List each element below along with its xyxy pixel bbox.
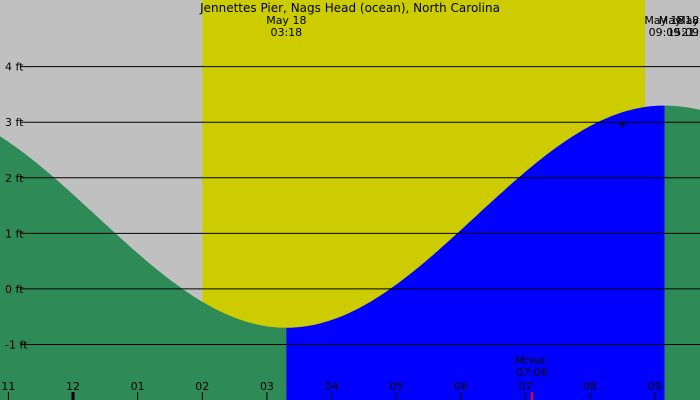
extreme-time-label: 03:18 [270, 26, 302, 39]
y-tick-label: 0 ft [5, 283, 24, 296]
moonrise-label: Mrise: [515, 354, 548, 367]
current-time-marker [618, 120, 627, 129]
extreme-date-label: May 18 [644, 14, 684, 27]
x-tick-label: 03 [260, 380, 274, 393]
y-tick-label: 2 ft [5, 172, 24, 185]
x-tick-label: 04 [325, 380, 339, 393]
x-tick-label: 07 [518, 380, 532, 393]
x-tick-label: 12 [66, 380, 80, 393]
x-tick-label: 08 [583, 380, 597, 393]
x-tick-label: 01 [131, 380, 145, 393]
extreme-time-label: 15:09 [667, 26, 699, 39]
x-tick-label: 09 [648, 380, 662, 393]
moonrise-time-label: 07:06 [516, 366, 548, 379]
falling-tide-area-0 [0, 136, 287, 400]
x-tick-label: 05 [389, 380, 403, 393]
rising-tide-area-1 [286, 105, 665, 400]
y-tick-label: 4 ft [5, 61, 24, 74]
extreme-time-label: 09:09 [649, 26, 681, 39]
chart-title: Jennettes Pier, Nags Head (ocean), North… [199, 1, 500, 15]
x-tick-label: 02 [195, 380, 209, 393]
extreme-date-label: May 18 [659, 14, 699, 27]
extreme-date-label: May 18 [266, 14, 306, 27]
extreme-time-label: 21: [681, 26, 699, 39]
y-tick-label: -1 ft [5, 338, 28, 351]
y-tick-label: 3 ft [5, 116, 24, 129]
y-tick-label: 1 ft [5, 227, 24, 240]
falling-tide-area-2 [664, 105, 700, 400]
x-tick-label: 06 [454, 380, 468, 393]
x-tick-label: 11 [1, 380, 15, 393]
extreme-date-label: May [676, 14, 699, 27]
